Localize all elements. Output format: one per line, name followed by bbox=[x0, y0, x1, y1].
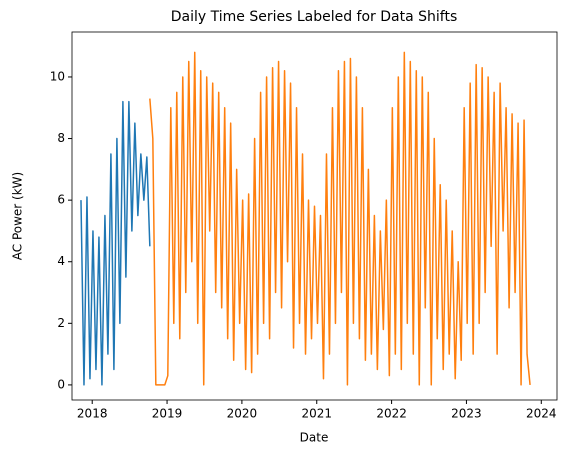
line-series bbox=[149, 51, 531, 386]
x-tick-label: 2024 bbox=[526, 407, 557, 421]
y-axis-label: AC Power (kW) bbox=[11, 172, 25, 260]
x-tick-label: 2020 bbox=[227, 407, 258, 421]
plot-frame bbox=[71, 31, 558, 401]
y-tick-label: 4 bbox=[57, 254, 65, 268]
x-axis-label: Date bbox=[300, 431, 329, 445]
x-tick-label: 2022 bbox=[376, 407, 407, 421]
y-tick-label: 8 bbox=[57, 131, 65, 145]
x-tick-label: 2021 bbox=[301, 407, 332, 421]
line-series bbox=[80, 100, 151, 386]
y-tick-label: 10 bbox=[50, 69, 65, 83]
y-tick-label: 6 bbox=[57, 193, 65, 207]
y-tick-label: 0 bbox=[57, 377, 65, 391]
x-tick-label: 2018 bbox=[77, 407, 108, 421]
chart-title: Daily Time Series Labeled for Data Shift… bbox=[171, 9, 458, 25]
y-tick-label: 2 bbox=[57, 316, 65, 330]
x-tick-label: 2023 bbox=[451, 407, 482, 421]
x-tick-label: 2019 bbox=[152, 407, 183, 421]
